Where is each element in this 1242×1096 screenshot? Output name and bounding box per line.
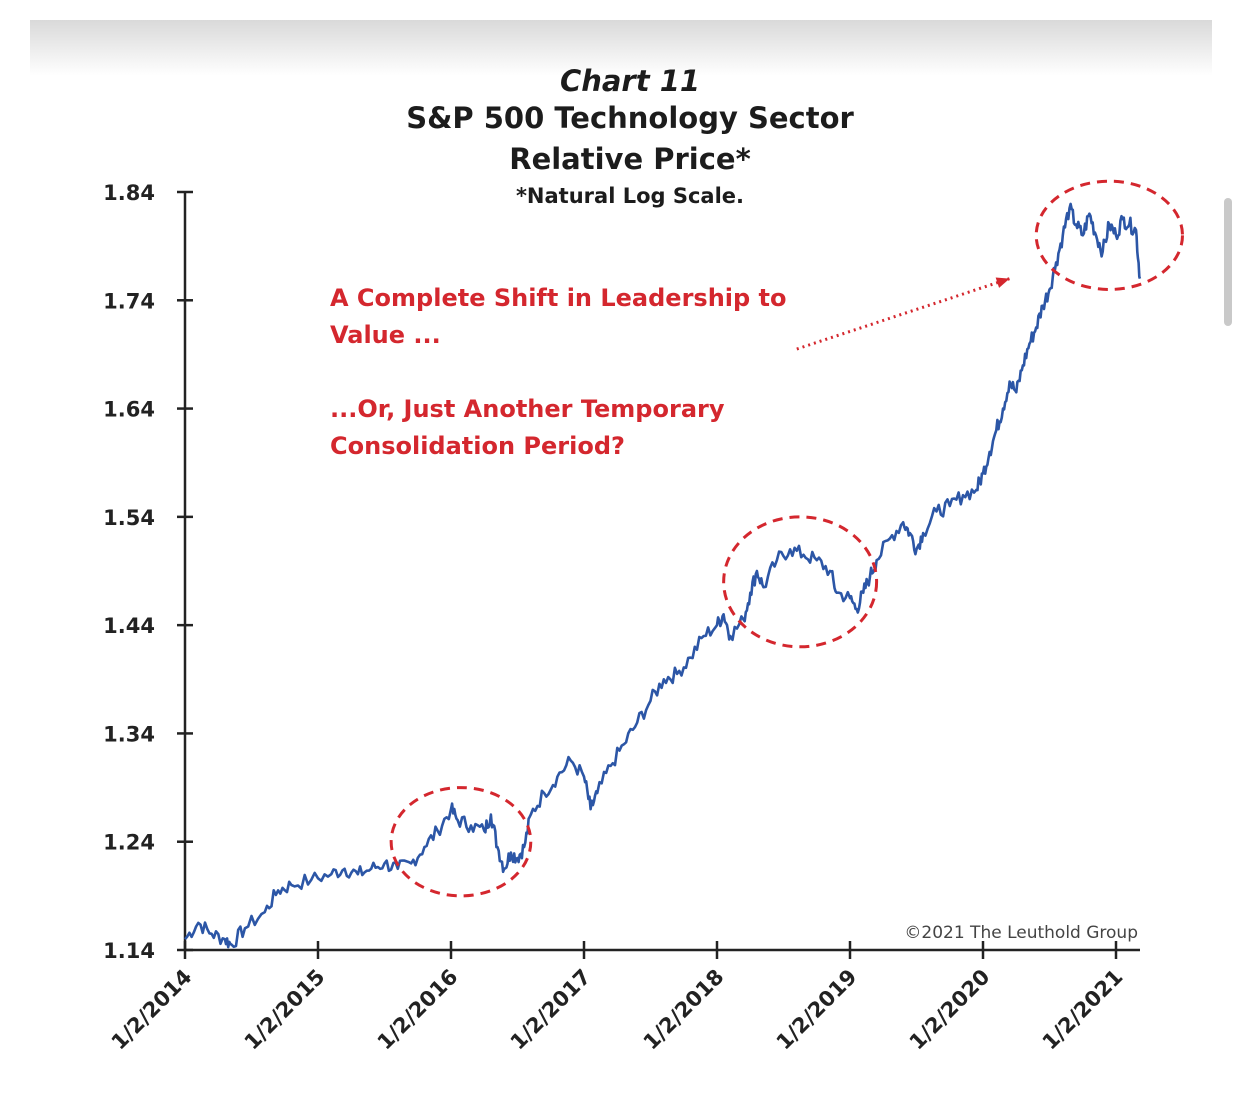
highlight-circle-1 (389, 786, 533, 898)
credit-text: ©2021 The Leuthold Group (904, 923, 1138, 943)
highlight-circle-2 (722, 515, 879, 649)
annotation-1-line-1: A Complete Shift in Leadership to (330, 284, 787, 312)
annotation-arrow-head (995, 277, 1010, 288)
y-tick-label: 1.24 (103, 831, 155, 855)
y-tick-label: 1.54 (103, 506, 155, 530)
highlight-circle-3 (1034, 179, 1184, 291)
y-tick-label: 1.64 (103, 398, 155, 422)
annotation-2-line-2: Consolidation Period? (330, 432, 625, 460)
annotation-2-line-1: ...Or, Just Another Temporary (330, 395, 725, 423)
y-tick-label: 1.74 (103, 289, 155, 313)
chart-subtitle-line-1: S&P 500 Technology Sector (406, 101, 854, 135)
y-tick-label: 1.84 (103, 181, 155, 205)
x-tick-label: 1/2/2020 (905, 965, 995, 1055)
chart-subtitle-line-2: Relative Price* (509, 142, 751, 176)
scrollbar-thumb[interactable] (1224, 198, 1232, 326)
y-tick-label: 1.34 (103, 722, 155, 746)
chart-title: Chart 11 (559, 64, 701, 98)
x-tick-label: 1/2/2018 (639, 965, 729, 1055)
series-line (184, 202, 1142, 949)
annotation-1-line-2: Value ... (330, 321, 441, 349)
chart-note: *Natural Log Scale. (515, 184, 745, 208)
annotation-arrow-line (796, 277, 1011, 351)
x-tick-label: 1/2/2019 (772, 965, 862, 1055)
x-tick-label: 1/2/2016 (373, 965, 463, 1055)
annotation-block-2: ...Or, Just Another Temporary Consolidat… (330, 391, 890, 465)
y-tick-label: 1.44 (103, 614, 155, 638)
annotation-block-1: A Complete Shift in Leadership to Value … (330, 280, 890, 354)
x-tick-label: 1/2/2017 (506, 965, 596, 1055)
x-tick-label: 1/2/2014 (107, 965, 197, 1055)
x-tick-label: 1/2/2015 (240, 965, 330, 1055)
y-tick-label: 1.14 (103, 939, 155, 963)
x-tick-label: 1/2/2021 (1038, 965, 1128, 1055)
top-shade-band (30, 20, 1212, 76)
